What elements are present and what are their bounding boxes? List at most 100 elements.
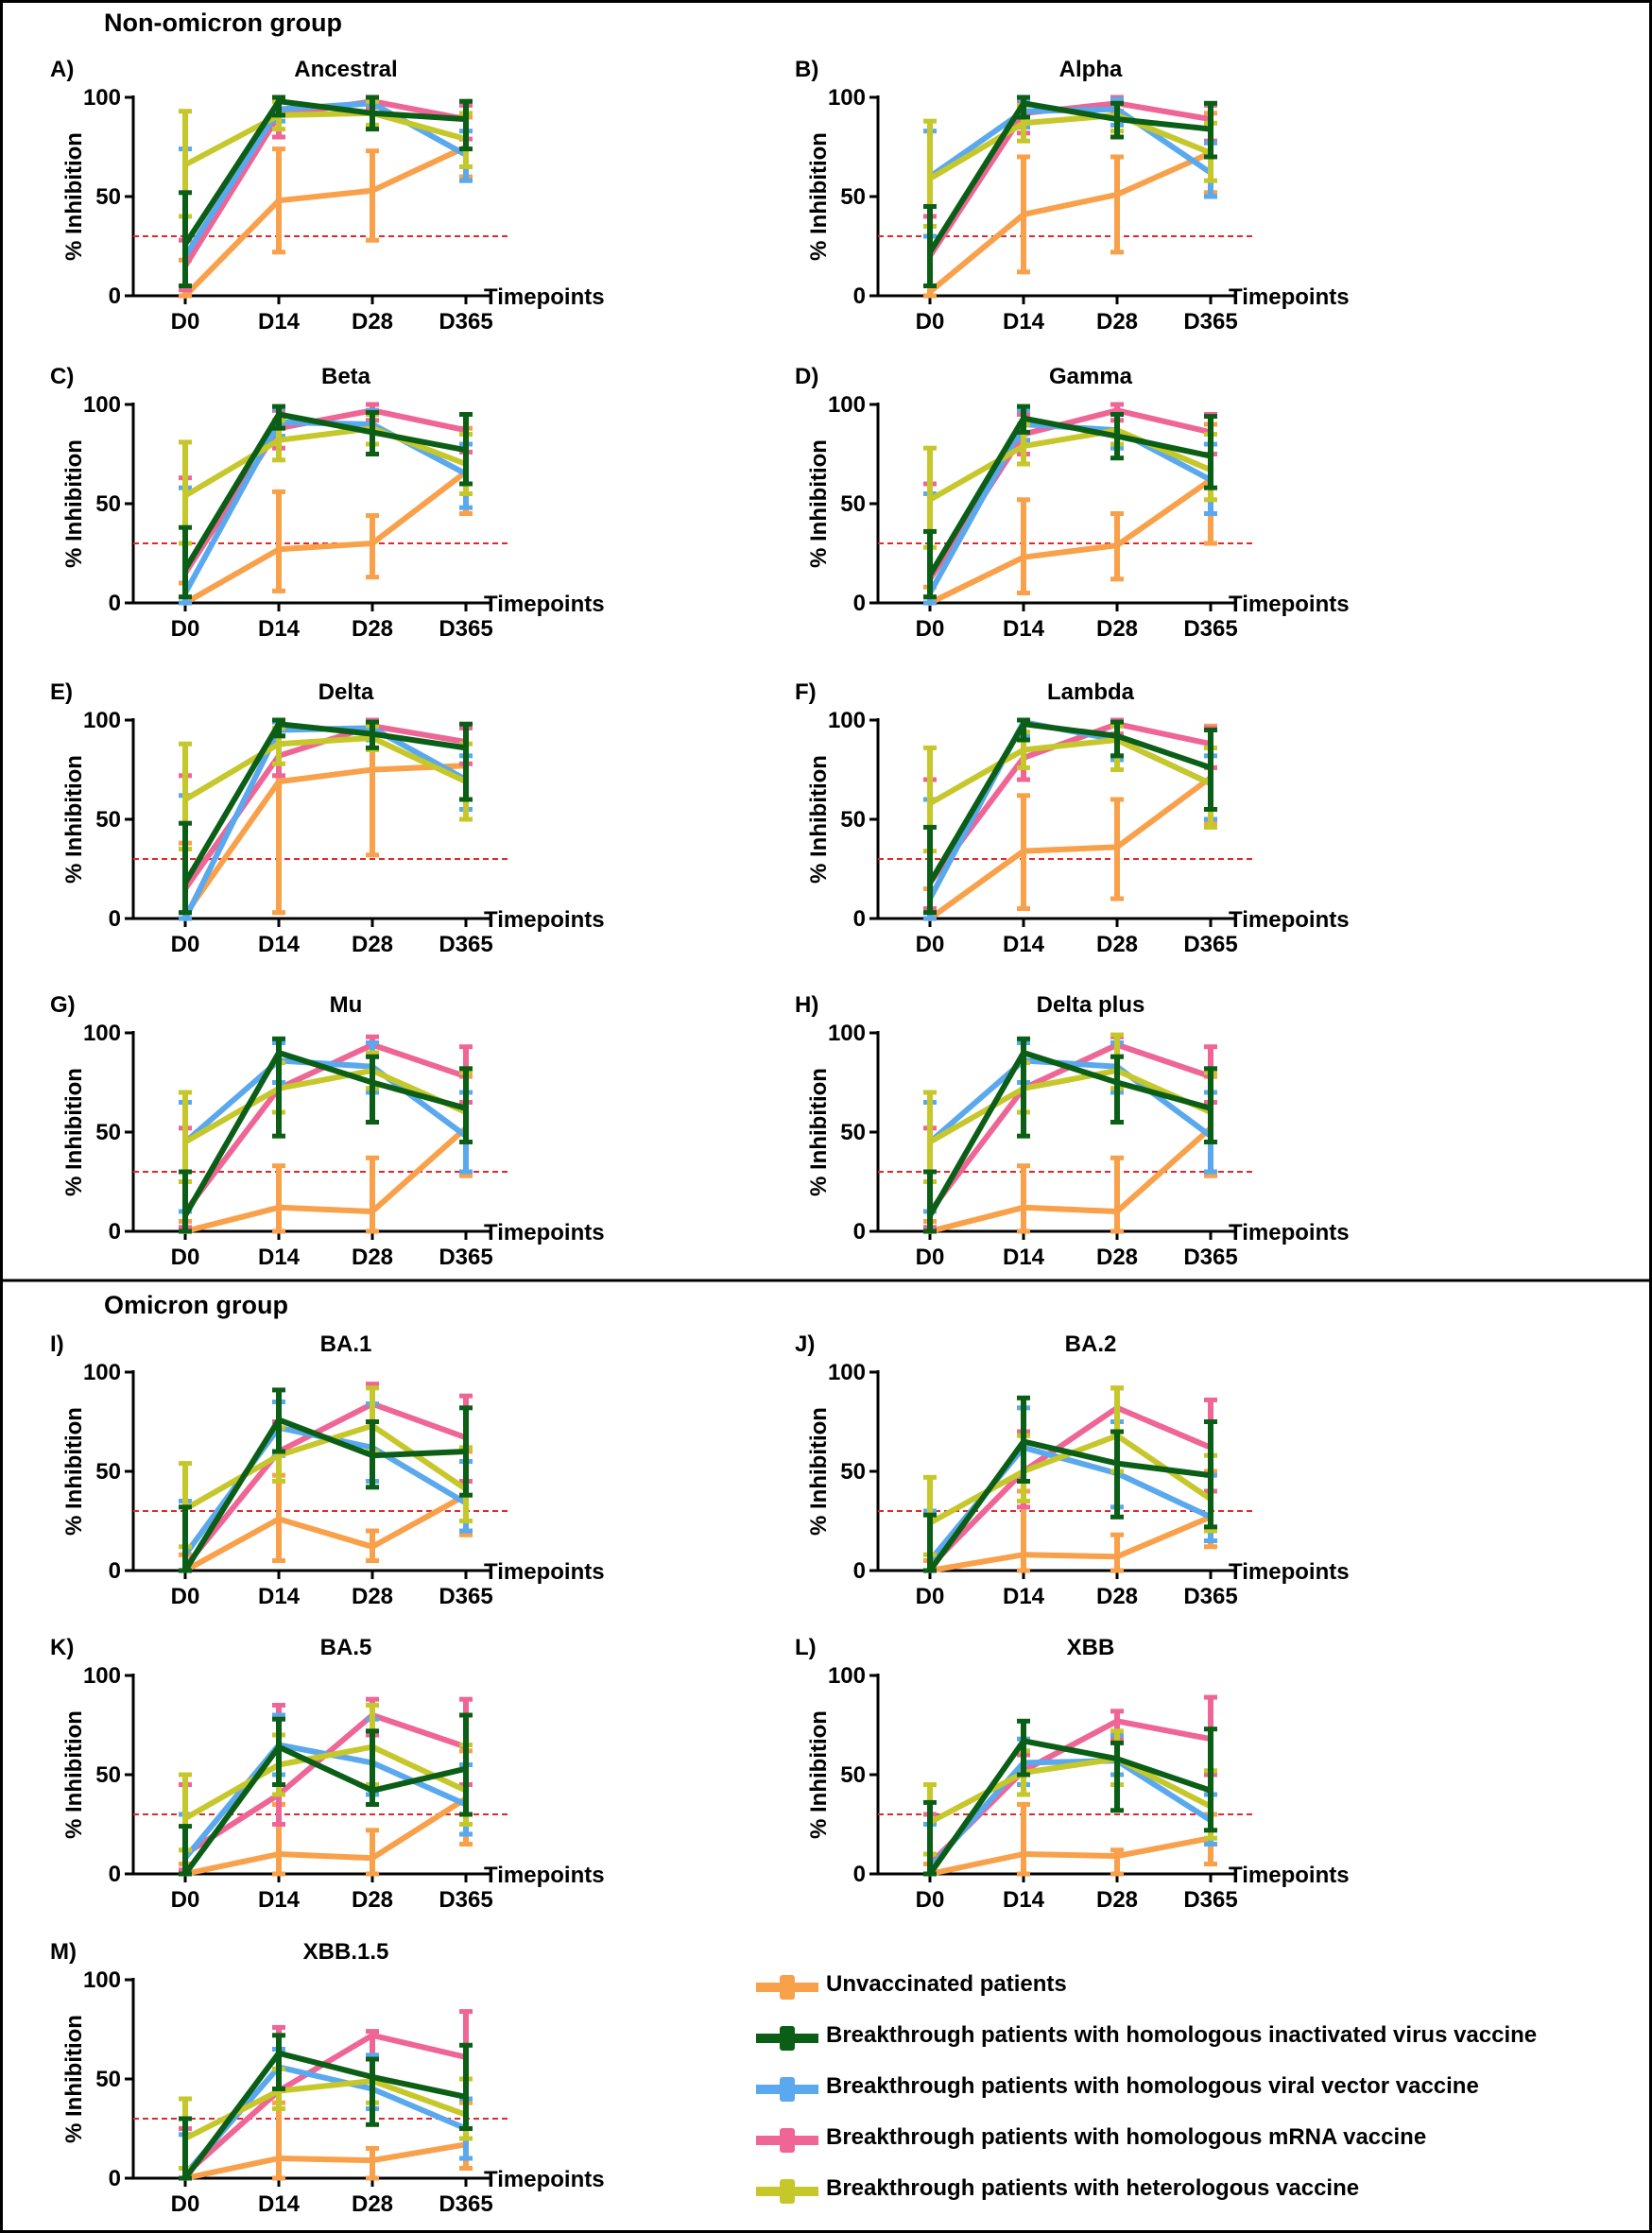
error-cap [1204,1140,1217,1144]
error-cap [366,1728,379,1734]
x-tick-label: D365 [439,1887,492,1913]
legend-swatch-marker [780,1975,795,2000]
x-tick-label: D0 [171,616,200,642]
panel-title: Alpha [1059,57,1123,82]
series-line [927,1438,1213,1573]
error-cap [1017,154,1030,160]
panel-label: C) [50,364,74,389]
y-tick-label: 100 [83,1967,121,1993]
series-mrna [923,1385,1217,1573]
error-cap [272,1449,285,1454]
error-cap [1017,269,1030,275]
group-title-omicron: Omicron group [104,1291,288,1319]
error-cap [179,287,192,293]
error-cap [1110,1120,1124,1125]
chart-panel-ba-2: J) BA.2 % Inhibition 0 50 100 D0 D14 D28 D365Time… [795,1331,1350,1609]
y-tick-label: 50 [95,807,121,833]
y-tick-label: 50 [840,1459,866,1485]
series-line [182,734,469,802]
panel-title: XBB [1067,1635,1115,1660]
series-line [927,1125,1213,1234]
error-cap [272,2033,285,2038]
error-cap [179,439,192,445]
error-cap [272,2175,285,2181]
x-tick-label: D14 [1003,932,1045,957]
error-cap [272,146,285,152]
x-tick-label: D0 [916,932,945,957]
series-line [182,725,469,921]
error-cap [1110,1568,1124,1573]
x-axis-label: Timepoints [1229,284,1350,310]
y-tick-label: 0 [109,1219,121,1245]
panel-label: F) [795,679,817,705]
error-cap [272,1558,285,1563]
error-cap [366,2056,379,2062]
error-cap [1110,719,1124,725]
series-line [182,1400,469,1570]
error-cap [1110,1032,1124,1038]
error-cap [272,2087,285,2091]
panel-label: G) [50,992,76,1018]
error-cap [459,511,473,516]
error-cap [1110,96,1124,102]
error-cap [1204,497,1217,503]
error-cap [1017,764,1030,770]
error-cap [179,594,192,600]
error-cap [179,2116,192,2121]
x-tick-label: D0 [916,1887,945,1913]
series-inactivated [923,1036,1217,1234]
error-cap [923,910,937,916]
series-line [927,476,1213,606]
error-cap [179,600,192,606]
legend-label: Unvaccinated patients [826,1971,1067,1997]
error-cap [179,910,192,916]
error-cap [1017,429,1030,435]
error-cap [923,204,937,209]
error-cap [459,721,473,727]
error-cap [272,127,285,132]
chart-panel-delta-plus: H) Delta plus % Inhibition 0 50 100 D0 D14 D28 D3… [795,992,1350,1270]
series-line [927,415,1213,578]
x-tick-label: D365 [439,1584,492,1609]
error-cap [923,528,937,534]
series-line [927,1758,1213,1871]
error-cap [459,164,473,169]
series-inactivated [179,94,473,288]
error-cap [179,741,192,747]
error-cap [366,1040,379,1045]
error-cap [1204,100,1217,106]
y-axis-label: % Inhibition [61,1710,87,1839]
error-cap [1204,178,1217,183]
error-cap [366,1696,379,1702]
error-cap [272,717,285,723]
y-tick-label: 50 [840,491,866,517]
x-tick-label: D14 [1003,1245,1045,1270]
panel-title: Lambda [1047,679,1135,705]
series-line [182,763,469,918]
error-cap [272,761,285,766]
error-cap [366,1828,379,1833]
error-cap [1110,1385,1124,1391]
error-cap [1110,402,1124,407]
error-cap [1110,753,1124,759]
y-tick-label: 100 [828,1663,866,1689]
error-cap [1204,824,1217,830]
series-line [182,469,469,606]
x-tick-label: D0 [916,616,945,642]
error-cap [179,1504,192,1510]
error-cap [1204,414,1217,420]
error-cap [1017,777,1030,782]
series-line [927,721,1213,886]
error-cap [366,1528,379,1534]
error-cap [272,1163,285,1169]
x-tick-label: D365 [1183,616,1237,642]
error-cap [1110,1228,1124,1234]
error-cap [459,816,473,822]
error-cap [1204,1862,1217,1866]
series-line [927,1050,1213,1219]
legend-item-inactivated: Breakthrough patients with homologous in… [756,2018,1644,2070]
error-cap [459,797,473,802]
legend-label: Breakthrough patients with homologous vi… [826,2073,1479,2099]
x-axis-label: Timepoints [484,1559,605,1585]
